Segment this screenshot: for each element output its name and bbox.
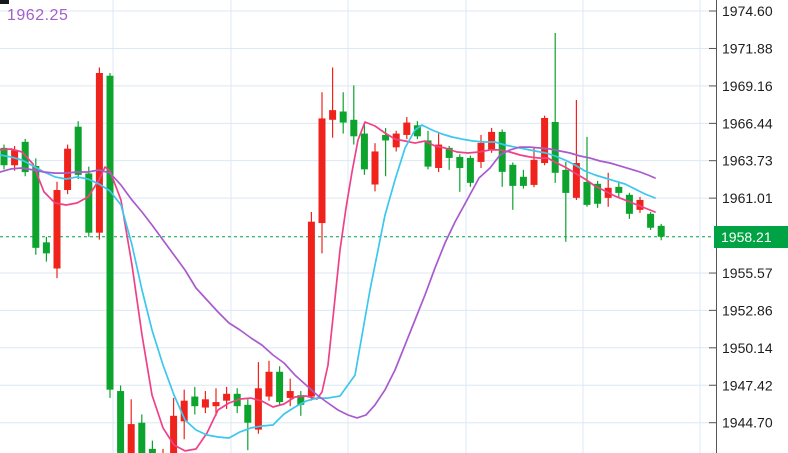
- candle-body: [127, 424, 135, 453]
- candle-body: [53, 190, 61, 269]
- candle-body: [254, 388, 262, 430]
- candle-body: [350, 119, 358, 137]
- ma-mid-line: [0, 124, 656, 439]
- candle-body: [541, 118, 549, 164]
- candle-body: [117, 391, 125, 453]
- current-price-tag: 1958.21: [714, 226, 788, 248]
- candle-body: [223, 393, 231, 401]
- candle-body: [636, 199, 644, 210]
- y-axis-tick-label: 1955.57: [722, 265, 773, 281]
- candle-body: [413, 125, 421, 137]
- candle-body: [212, 402, 220, 407]
- candle-body: [583, 181, 591, 205]
- candle-body: [265, 371, 273, 397]
- series-price-label: 1962.25: [7, 7, 69, 24]
- y-axis: 1974.60 1971.88 1969.16 1966.44 1963.73 1961.…: [709, 0, 773, 453]
- candle-body: [170, 415, 178, 453]
- candle-body: [519, 176, 527, 186]
- candle-body: [657, 225, 665, 237]
- candle-body: [64, 148, 72, 191]
- candle-body: [297, 395, 305, 405]
- candle-body: [562, 169, 570, 193]
- candle-body: [371, 151, 379, 185]
- candle-body: [32, 165, 40, 248]
- candle-body: [329, 110, 337, 120]
- y-axis-tick-label: 1961.01: [722, 190, 773, 206]
- candle-body: [95, 72, 103, 233]
- candle-body: [509, 164, 517, 186]
- candle-body: [318, 118, 326, 224]
- candle-body: [21, 141, 29, 173]
- candle-body: [594, 183, 602, 204]
- candle-body: [392, 133, 400, 148]
- candle-body: [244, 404, 252, 423]
- candle-body: [106, 75, 114, 390]
- candle-body: [201, 399, 209, 408]
- candle-body: [85, 173, 93, 233]
- candle-body: [572, 163, 580, 198]
- window-corner-artifact: [0, 0, 9, 4]
- y-axis-tick-label: 1974.60: [722, 3, 773, 19]
- candle-body: [488, 131, 496, 150]
- candle-body: [403, 122, 411, 135]
- candle-body: [286, 391, 294, 398]
- candle-body: [551, 121, 559, 173]
- candle-body: [466, 157, 474, 183]
- candle-body: [360, 133, 368, 170]
- candle-body: [424, 140, 432, 167]
- y-axis-tick-label: 1950.14: [722, 340, 773, 356]
- candle-body: [138, 422, 146, 453]
- y-axis-tick-label: 1969.16: [722, 78, 773, 94]
- candle-body: [382, 134, 390, 141]
- candle-body: [74, 126, 82, 175]
- y-axis-tick-label: 1966.44: [722, 115, 773, 131]
- candle-body: [180, 400, 188, 422]
- candle-body: [615, 186, 623, 193]
- ma-slow-line: [0, 146, 656, 419]
- candle-body: [148, 448, 156, 453]
- candle-body: [276, 371, 284, 403]
- candle-body: [307, 221, 315, 397]
- candle-body: [42, 242, 50, 254]
- candle-body: [647, 213, 655, 228]
- y-axis-tick-label: 1952.86: [722, 302, 773, 318]
- candle-body: [625, 194, 633, 214]
- y-axis-tick-label: 1944.70: [722, 415, 773, 431]
- candle-body: [498, 131, 506, 172]
- candle-body: [530, 159, 538, 185]
- candlestick-series: [0, 33, 665, 453]
- candle-body: [339, 111, 347, 123]
- candle-body: [445, 147, 453, 158]
- y-axis-tick-label: 1963.73: [722, 153, 773, 169]
- candle-body: [435, 144, 443, 168]
- y-axis-tick-label: 1947.42: [722, 377, 773, 393]
- y-axis-tick-label: 1971.88: [722, 40, 773, 56]
- candle-body: [456, 156, 464, 168]
- candle-body: [191, 396, 199, 407]
- current-price-value: 1958.21: [721, 229, 772, 245]
